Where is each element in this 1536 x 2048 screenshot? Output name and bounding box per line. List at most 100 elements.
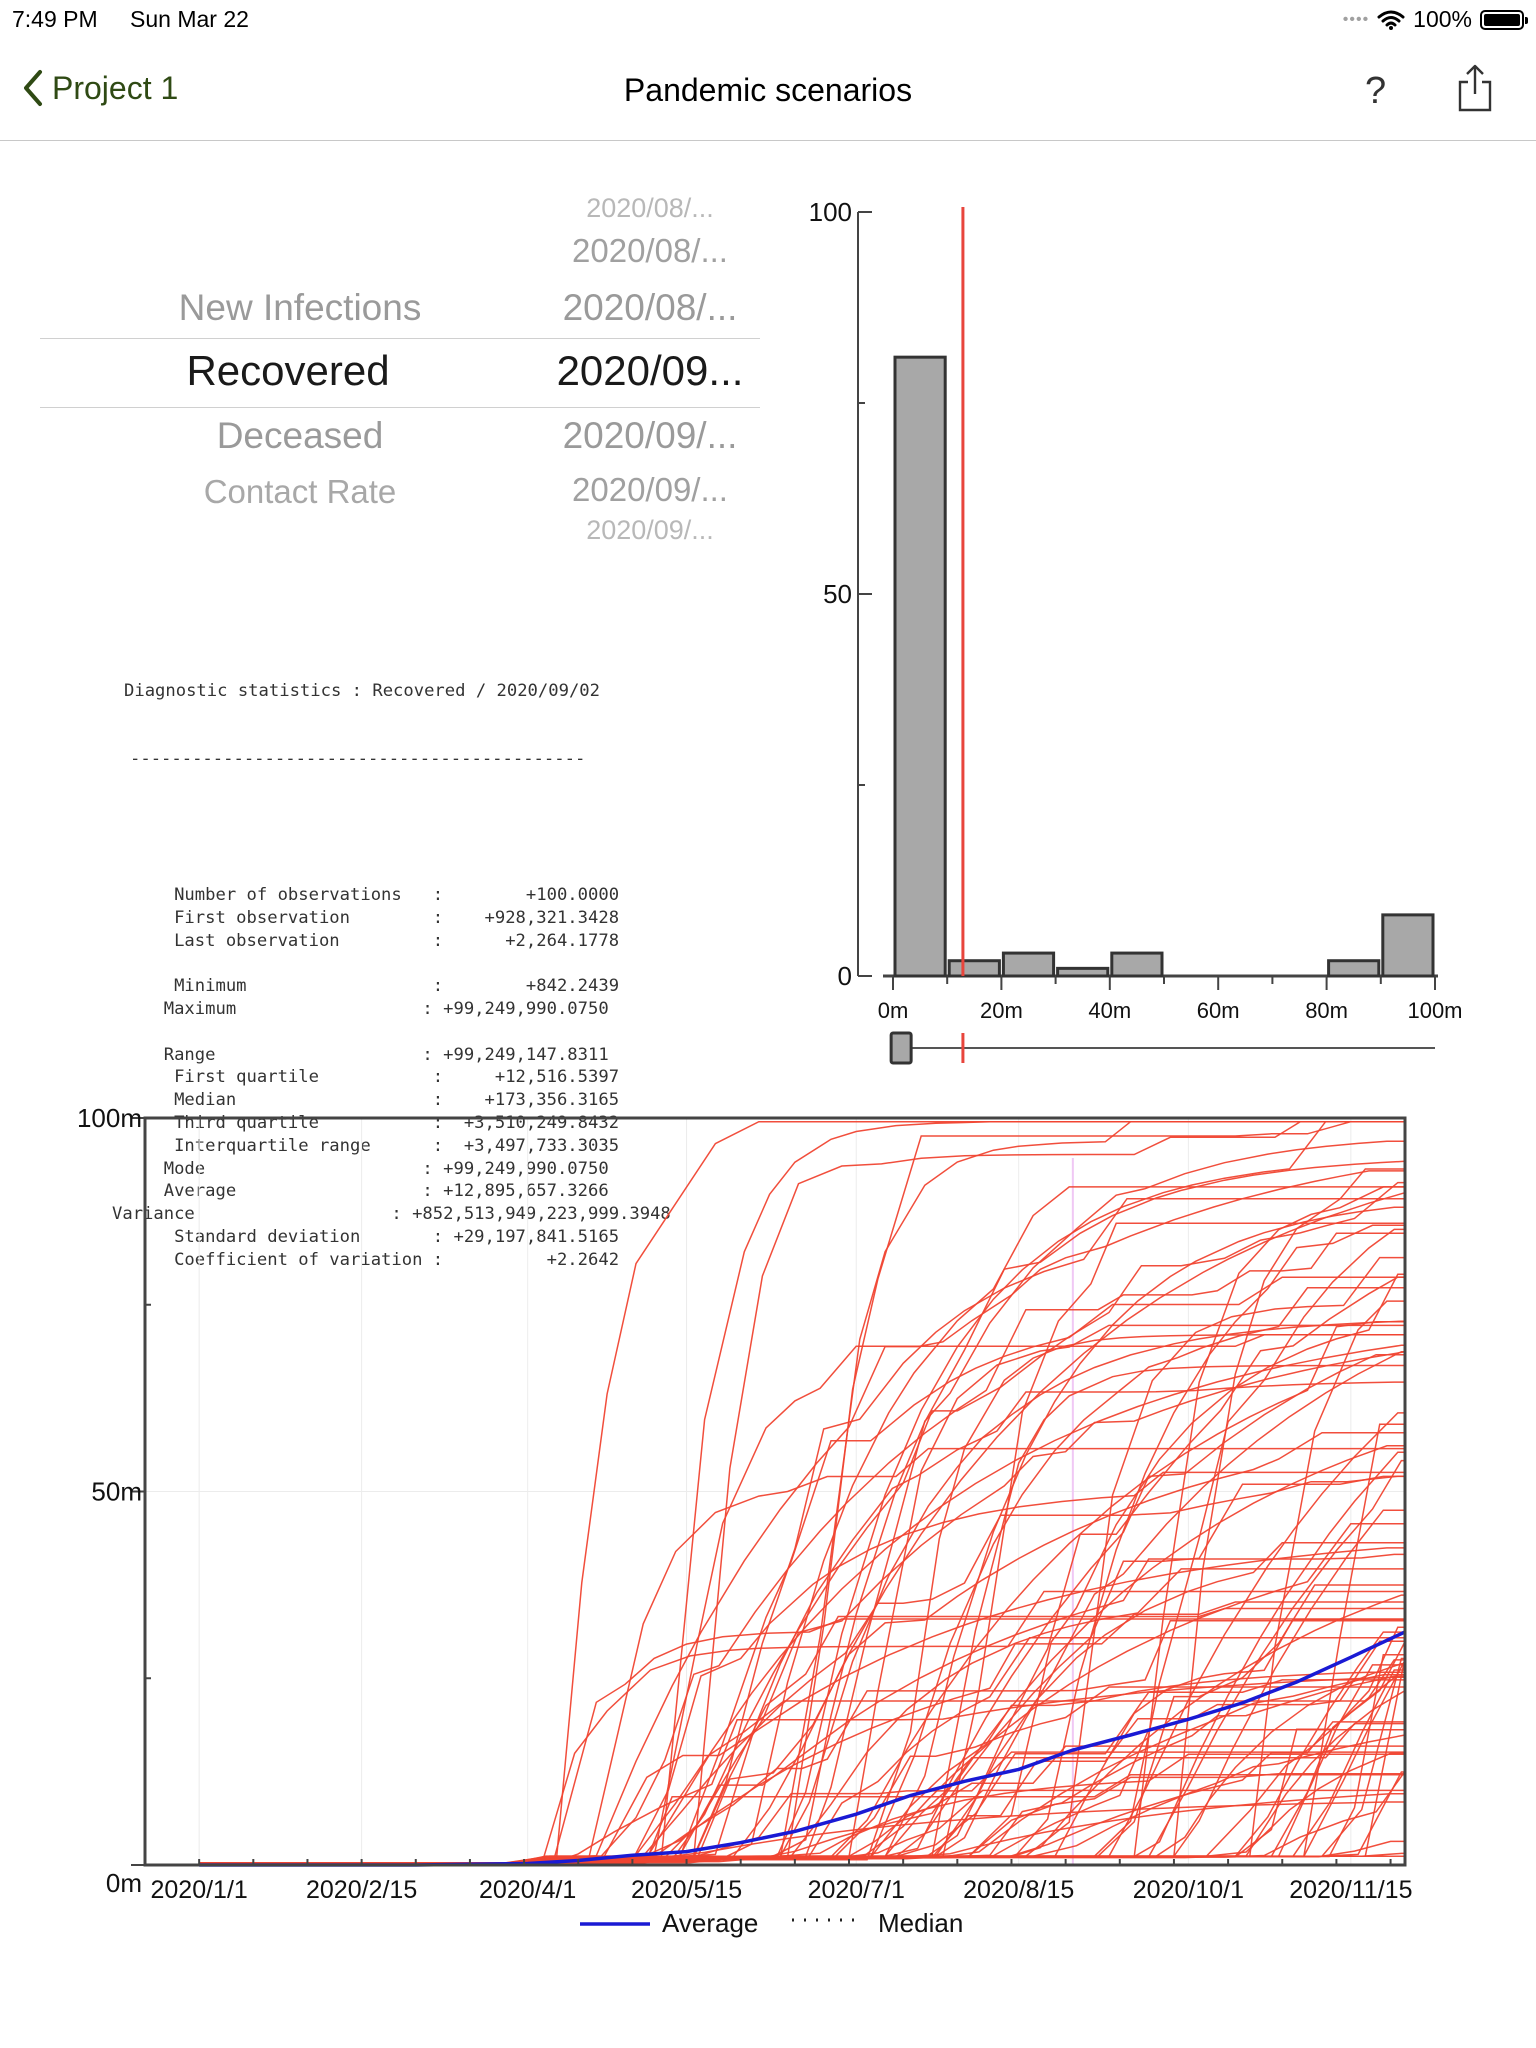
wifi-icon bbox=[1377, 10, 1405, 30]
scenario-line bbox=[199, 1333, 1405, 1864]
scenario-line bbox=[199, 1641, 1406, 1866]
diagnostics-line: Average : +12,895,657.3266 bbox=[112, 1181, 609, 1202]
histogram-y-tick-label: 100 bbox=[809, 197, 852, 227]
chart-y-tick-label: 50m bbox=[91, 1477, 142, 1507]
scenario-line bbox=[199, 1753, 1405, 1864]
histogram-x-tick-label: 80m bbox=[1305, 998, 1348, 1023]
diagnostics-line: Range : +99,249,147.8311 bbox=[112, 1044, 609, 1065]
chart-x-tick-label: 2020/2/15 bbox=[306, 1876, 417, 1904]
histogram-bar bbox=[1056, 966, 1110, 978]
chart-y-tick-label: 0m bbox=[106, 1868, 142, 1898]
diagnostics-line: Last observation : +2,264.1778 bbox=[112, 930, 620, 951]
histogram-y-tick-label: 50 bbox=[823, 579, 852, 609]
share-icon[interactable] bbox=[1455, 62, 1495, 114]
legend-average-label: Average bbox=[662, 1908, 758, 1938]
chevron-left-icon bbox=[24, 70, 42, 106]
chart-y-tick-label: 100m bbox=[77, 1103, 142, 1133]
diagnostics-line: First observation : +928,321.3428 bbox=[112, 907, 620, 928]
histogram-bar bbox=[947, 959, 1001, 978]
back-button-label: Project 1 bbox=[52, 69, 179, 106]
scenario-line bbox=[199, 1320, 1405, 1865]
scenario-line bbox=[199, 1752, 1405, 1865]
scenario-line bbox=[199, 1618, 1405, 1865]
chart-x-tick-label: 2020/1/1 bbox=[150, 1876, 247, 1904]
diagnostics-line: Minimum : +842.2439 bbox=[112, 976, 620, 997]
help-button[interactable]: ? bbox=[1365, 70, 1387, 112]
legend-median-label: Median bbox=[878, 1908, 963, 1938]
picker-date-selected[interactable]: 2020/09... bbox=[556, 347, 744, 394]
picker-date[interactable]: 2020/09/... bbox=[572, 471, 728, 508]
picker-separator-bottom bbox=[40, 407, 760, 408]
diagnostics-line: Standard deviation : +29,197,841.5165 bbox=[112, 1226, 620, 1247]
diagnostics-line: Coefficient of variation : +2.2642 bbox=[112, 1249, 620, 1270]
chart-x-tick-label: 2020/8/15 bbox=[963, 1876, 1074, 1904]
scenario-lines bbox=[199, 1120, 1406, 1866]
diagnostics-rule: ----------------------------------------… bbox=[130, 748, 586, 769]
scenario-line bbox=[199, 1619, 1405, 1864]
scenario-line bbox=[199, 1618, 1405, 1864]
back-button[interactable]: Project 1 bbox=[22, 68, 178, 108]
scenario-line bbox=[199, 1773, 1405, 1865]
status-date: Sun Mar 22 bbox=[130, 6, 249, 32]
scenario-line bbox=[199, 1321, 1405, 1865]
battery-percent: 100% bbox=[1413, 6, 1472, 32]
scenario-line bbox=[199, 1771, 1405, 1866]
diagnostics-line: Number of observations : +100.0000 bbox=[112, 884, 620, 905]
picker-date[interactable]: 2020/09/... bbox=[562, 415, 738, 456]
histogram-y-tick-label: 0 bbox=[838, 961, 852, 991]
diagnostics-line: Interquartile range : +3,497,733.3035 bbox=[112, 1135, 620, 1156]
scenario-line bbox=[199, 1344, 1405, 1865]
chart-x-tick-label: 2020/7/1 bbox=[808, 1876, 905, 1904]
diagnostics-line: Median : +173,356.3165 bbox=[112, 1090, 620, 1111]
signal-icon: •••• bbox=[1342, 10, 1370, 28]
scenario-line bbox=[199, 1351, 1406, 1865]
scenario-line bbox=[199, 1584, 1405, 1865]
scenario-line bbox=[199, 1120, 1405, 1866]
histogram-x-tick-label: 40m bbox=[1088, 998, 1131, 1023]
picker-variable[interactable]: Deceased bbox=[216, 415, 384, 456]
diagnostics-blank bbox=[112, 1021, 760, 1044]
scenario-line bbox=[199, 1120, 1405, 1866]
chart-x-tick-label: 2020/4/1 bbox=[479, 1876, 576, 1904]
scenario-line bbox=[199, 1276, 1405, 1866]
picker-separator-top bbox=[40, 338, 760, 339]
scenario-line-chart: 100m 50m 0m 2020/1/1 2020/2/15 2020/4/1 2020/5… bbox=[77, 1103, 1413, 1938]
picker-date[interactable]: 2020/09/... bbox=[586, 515, 714, 545]
chart-x-tick-label: 2020/11/15 bbox=[1289, 1876, 1412, 1904]
histogram-bar bbox=[1327, 959, 1381, 978]
diagnostics-line: First quartile : +12,516.5397 bbox=[112, 1067, 620, 1088]
diagnostics-header: Diagnostic statistics : Recovered / 2020… bbox=[124, 680, 600, 701]
diagnostics-lines: Number of observations : +100.0000 First… bbox=[0, 884, 760, 1272]
histogram-x-tick-label: 20m bbox=[980, 998, 1023, 1023]
picker-variable[interactable]: New Infections bbox=[178, 287, 422, 328]
status-time: 7:49 PM bbox=[12, 6, 98, 32]
histogram-chart: 100 50 0 0m 20m 40m 60m 80m 100m bbox=[809, 197, 1463, 1065]
scenario-line bbox=[199, 1120, 1405, 1866]
histogram-bar bbox=[893, 355, 947, 978]
battery-icon bbox=[1480, 9, 1528, 30]
diagnostics-line: Maximum : +99,249,990.0750 bbox=[112, 998, 609, 1019]
histogram-bar bbox=[1110, 951, 1164, 978]
diagnostics-line: Mode : +99,249,990.0750 bbox=[112, 1158, 609, 1179]
scenario-line bbox=[199, 1256, 1405, 1866]
histogram-x-tick-label: 100m bbox=[1407, 998, 1462, 1023]
histogram-x-tick-label: 0m bbox=[878, 998, 909, 1023]
histogram-x-tick-label: 60m bbox=[1197, 998, 1240, 1023]
picker-date[interactable]: 2020/08/... bbox=[562, 287, 738, 328]
picker-variable[interactable]: Contact Rate bbox=[203, 473, 397, 510]
picker-date[interactable]: 2020/08/... bbox=[572, 232, 728, 269]
scenario-line bbox=[199, 1120, 1405, 1866]
scenario-line bbox=[199, 1523, 1405, 1865]
histogram-slider-handle[interactable] bbox=[889, 1031, 913, 1065]
scenario-line bbox=[199, 1772, 1405, 1865]
diagnostics-blank bbox=[112, 952, 760, 975]
chart-x-tick-label: 2020/5/15 bbox=[631, 1876, 742, 1904]
variable-date-picker[interactable]: New Infections Recovered Deceased Contac… bbox=[0, 175, 780, 565]
status-right: •••• 100% bbox=[1342, 6, 1528, 33]
picker-variable-selected[interactable]: Recovered bbox=[186, 347, 390, 394]
chart-x-tick-label: 2020/10/1 bbox=[1133, 1876, 1244, 1904]
status-bar: 7:49 PM Sun Mar 22 •••• 100% bbox=[0, 0, 1536, 40]
diagnostic-statistics: Diagnostic statistics : Recovered / 2020… bbox=[0, 634, 760, 1294]
histogram-bar bbox=[1381, 913, 1435, 978]
picker-date[interactable]: 2020/08/... bbox=[586, 193, 714, 223]
